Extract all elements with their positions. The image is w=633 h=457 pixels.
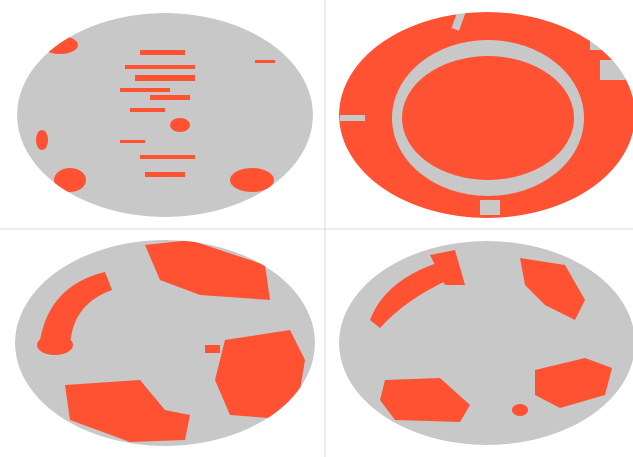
- defect-region: [370, 250, 612, 422]
- defect: [54, 168, 86, 192]
- defect: [380, 378, 470, 422]
- defect: [40, 272, 112, 350]
- wafer-panel: [339, 241, 633, 445]
- defect: [145, 240, 270, 300]
- defect: [145, 172, 185, 177]
- defect: [512, 404, 528, 416]
- gap: [600, 60, 625, 80]
- wafer-panel: [17, 13, 313, 217]
- defect: [120, 140, 145, 143]
- defect-region: [402, 56, 574, 180]
- defect: [535, 358, 612, 408]
- defect: [520, 258, 585, 320]
- gap: [590, 40, 620, 50]
- defect: [65, 380, 190, 442]
- defect: [170, 118, 190, 132]
- defect: [430, 250, 465, 285]
- defect: [150, 95, 190, 100]
- gap: [480, 200, 500, 215]
- defect: [42, 36, 78, 54]
- defect: [140, 50, 185, 55]
- wafer-panel: [339, 12, 633, 218]
- wafer: [339, 241, 633, 445]
- defect: [215, 330, 305, 420]
- defect: [36, 130, 48, 150]
- wafer-panel: [15, 240, 315, 446]
- defect: [205, 345, 220, 353]
- defect: [37, 335, 73, 355]
- defect: [255, 60, 275, 63]
- defect: [135, 75, 195, 81]
- defect: [140, 155, 195, 159]
- defect: [130, 108, 165, 112]
- defect-region: [36, 36, 275, 192]
- wafer: [17, 13, 313, 217]
- defect: [120, 88, 170, 92]
- defect: [125, 65, 195, 69]
- defect: [370, 262, 448, 328]
- defect-region: [37, 240, 305, 442]
- defect: [230, 168, 274, 192]
- gap: [340, 115, 365, 121]
